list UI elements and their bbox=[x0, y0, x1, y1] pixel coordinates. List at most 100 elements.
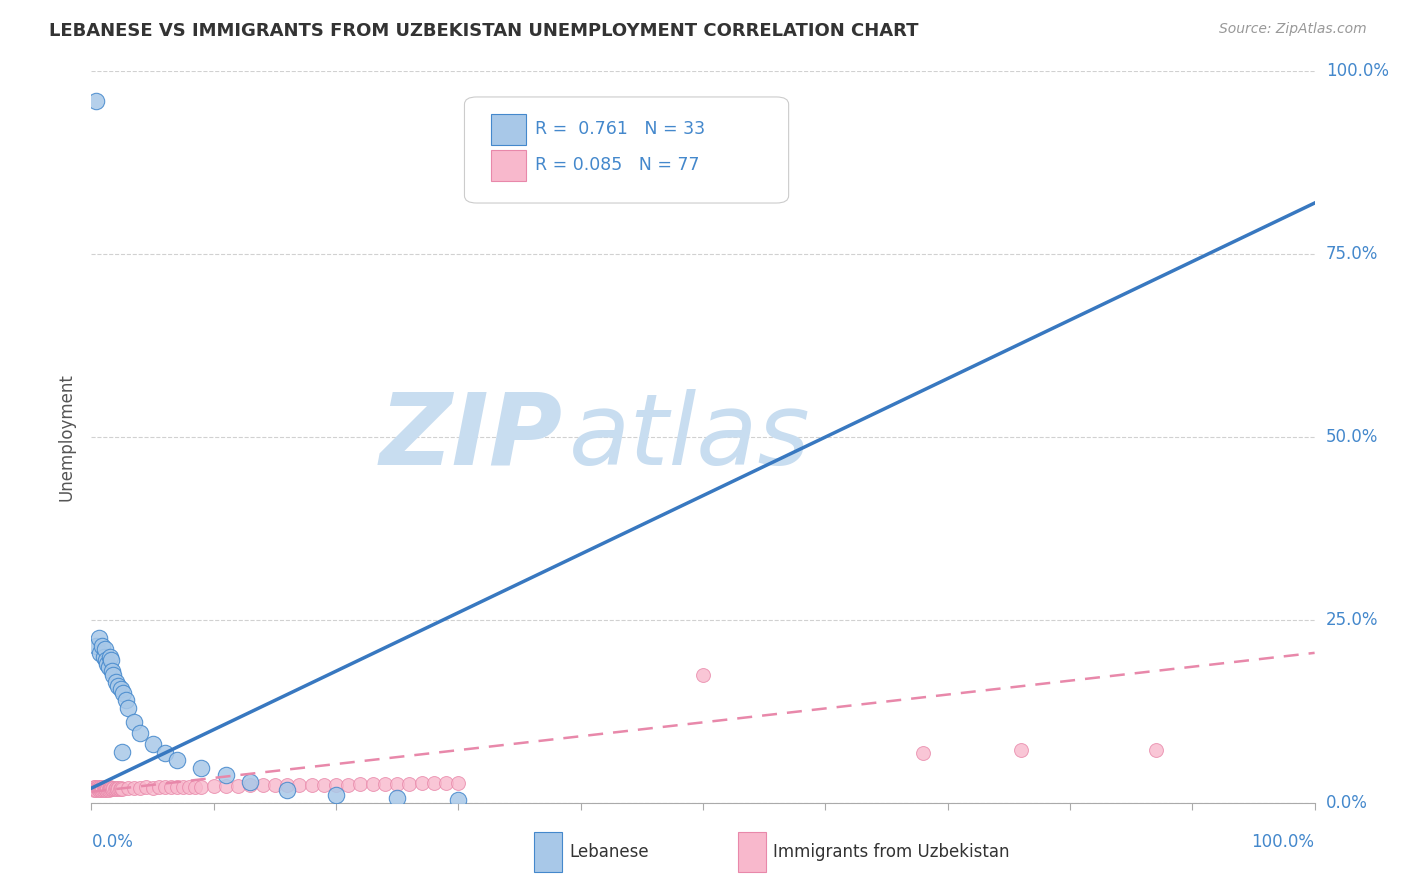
Point bbox=[93, 649, 115, 664]
Point bbox=[166, 780, 188, 795]
Point bbox=[86, 780, 108, 795]
Point bbox=[112, 686, 135, 700]
Point bbox=[100, 653, 122, 667]
Text: R = 0.085   N = 77: R = 0.085 N = 77 bbox=[536, 156, 700, 174]
Point bbox=[385, 791, 409, 805]
Point bbox=[105, 781, 128, 796]
Point bbox=[89, 781, 111, 796]
Point bbox=[325, 777, 347, 792]
Point bbox=[91, 780, 114, 795]
Point bbox=[96, 781, 118, 796]
Point bbox=[84, 639, 107, 653]
Point bbox=[108, 781, 131, 796]
Text: ZIP: ZIP bbox=[380, 389, 562, 485]
Text: 75.0%: 75.0% bbox=[1326, 245, 1378, 263]
Point bbox=[385, 777, 409, 791]
Point bbox=[83, 782, 105, 797]
Point bbox=[312, 777, 335, 792]
Text: 50.0%: 50.0% bbox=[1326, 428, 1378, 446]
Point bbox=[447, 776, 470, 790]
Point bbox=[129, 781, 152, 796]
Point bbox=[110, 781, 132, 796]
Point bbox=[337, 777, 360, 792]
Point bbox=[98, 780, 121, 795]
Point bbox=[276, 778, 298, 792]
Point bbox=[107, 781, 129, 796]
Point bbox=[172, 780, 194, 794]
Point bbox=[153, 780, 176, 795]
Point bbox=[103, 667, 125, 681]
Text: atlas: atlas bbox=[568, 389, 810, 485]
Point bbox=[94, 781, 117, 796]
Point bbox=[84, 94, 107, 108]
Text: R =  0.761   N = 33: R = 0.761 N = 33 bbox=[536, 120, 706, 138]
Point bbox=[160, 780, 183, 795]
Point bbox=[87, 632, 110, 646]
Point bbox=[104, 675, 127, 690]
Point bbox=[98, 649, 121, 664]
Point bbox=[374, 777, 396, 791]
Point bbox=[122, 781, 145, 796]
Point bbox=[190, 761, 212, 775]
Point bbox=[184, 780, 207, 794]
Point bbox=[94, 653, 117, 667]
Point bbox=[111, 781, 134, 796]
Point bbox=[101, 664, 124, 678]
Point bbox=[93, 782, 115, 797]
Point bbox=[239, 778, 262, 792]
Point bbox=[398, 777, 420, 791]
Point bbox=[87, 781, 110, 796]
Point bbox=[104, 781, 127, 796]
Point bbox=[215, 768, 238, 782]
Bar bbox=[738, 831, 766, 872]
Point bbox=[94, 782, 117, 797]
Point bbox=[411, 776, 433, 790]
FancyBboxPatch shape bbox=[464, 97, 789, 203]
Text: LEBANESE VS IMMIGRANTS FROM UZBEKISTAN UNEMPLOYMENT CORRELATION CHART: LEBANESE VS IMMIGRANTS FROM UZBEKISTAN U… bbox=[49, 22, 918, 40]
Point bbox=[447, 793, 470, 807]
Point bbox=[122, 715, 145, 730]
Point bbox=[97, 782, 120, 797]
Point bbox=[434, 776, 457, 790]
Point bbox=[423, 776, 446, 790]
Point bbox=[97, 781, 120, 796]
Point bbox=[82, 781, 104, 796]
Point bbox=[361, 777, 384, 791]
Point bbox=[93, 781, 115, 796]
Point bbox=[89, 646, 111, 660]
Point bbox=[202, 779, 225, 793]
Bar bbox=[491, 114, 526, 145]
Point bbox=[83, 780, 105, 794]
Point bbox=[103, 781, 125, 796]
Point bbox=[301, 777, 323, 792]
Point bbox=[84, 782, 107, 797]
Point bbox=[104, 781, 127, 796]
Point bbox=[239, 775, 262, 789]
Point bbox=[135, 780, 157, 795]
Point bbox=[84, 781, 107, 796]
Text: 25.0%: 25.0% bbox=[1326, 611, 1378, 629]
Text: 0.0%: 0.0% bbox=[91, 833, 134, 851]
Y-axis label: Unemployment: Unemployment bbox=[58, 373, 76, 501]
Point bbox=[87, 782, 110, 797]
Point bbox=[148, 780, 170, 795]
Point bbox=[190, 780, 212, 794]
Point bbox=[288, 777, 311, 792]
Point bbox=[166, 753, 188, 767]
Point bbox=[141, 781, 163, 796]
Point bbox=[1010, 743, 1032, 757]
Point bbox=[90, 782, 112, 797]
Point bbox=[91, 639, 114, 653]
Point bbox=[90, 781, 112, 796]
Point bbox=[96, 781, 118, 796]
Point bbox=[96, 657, 118, 671]
Point bbox=[86, 781, 108, 796]
Point bbox=[110, 682, 132, 697]
Point bbox=[692, 667, 714, 681]
Point bbox=[98, 781, 121, 796]
Point bbox=[179, 780, 201, 794]
Bar bbox=[534, 831, 562, 872]
Point bbox=[252, 778, 274, 792]
Point bbox=[100, 781, 122, 796]
Bar bbox=[491, 151, 526, 181]
